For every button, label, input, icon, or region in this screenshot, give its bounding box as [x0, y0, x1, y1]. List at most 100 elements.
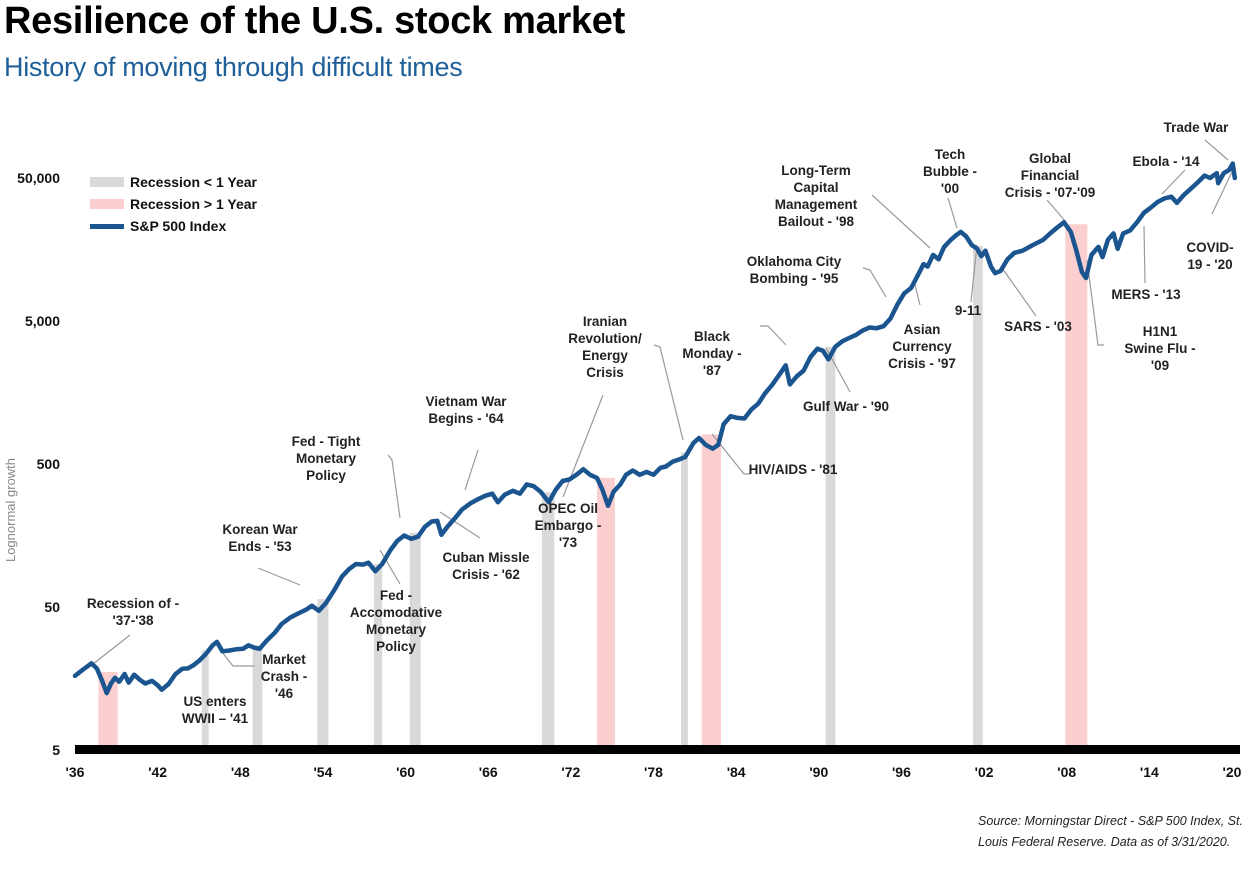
annotation-leader-line: [1211, 171, 1233, 215]
annotation-label: Ebola - '14: [1133, 154, 1200, 169]
x-tick-label: '02: [975, 764, 994, 780]
annotation-line: Embargo -: [535, 518, 602, 533]
annotation-leader-line: [1046, 199, 1067, 223]
recession-band-recession-long: [701, 434, 721, 750]
x-axis-bar: [75, 745, 1240, 754]
x-tick-labels: '36 '42 '48 '54 '60 '66 '72 '78 '84 '90 '96 '02 '08 '…: [66, 764, 1242, 780]
x-tick-label: '78: [644, 764, 663, 780]
recession-band-recession-short: [825, 346, 836, 750]
annotation-line: Swine Flu -: [1124, 341, 1195, 356]
annotation-label: Asian Currency Crisis - '97: [888, 322, 956, 371]
annotation-line: Crisis - '07-'09: [1005, 185, 1095, 200]
recession-bands: [98, 224, 1088, 751]
annotation-line: Begins - '64: [428, 411, 504, 426]
annotation-line: Bombing - '95: [750, 271, 839, 286]
y-tick-labels: 5 50 500 5,000 50,000: [17, 170, 60, 758]
legend-label: Recession > 1 Year: [130, 196, 258, 212]
x-tick-label: '72: [561, 764, 580, 780]
legend-label: Recession < 1 Year: [130, 174, 258, 190]
annotation-line: 19 - '20: [1187, 257, 1232, 272]
annotation-line: Trade War: [1164, 120, 1230, 135]
x-tick-label: '48: [231, 764, 250, 780]
recession-band-recession-short: [973, 245, 983, 751]
series-line-sp500: [72, 161, 1238, 696]
annotation-line: Management: [775, 197, 858, 212]
annotation-line: Asian: [904, 322, 941, 337]
chart-subtitle: History of moving through difficult time…: [4, 52, 463, 82]
annotation-line: Financial: [1021, 168, 1080, 183]
annotation-leader-line: [947, 197, 958, 229]
annotation-leader-line: [1161, 169, 1186, 195]
source-note: Source: Morningstar Direct - S&P 500 Ind…: [978, 814, 1243, 849]
annotation-line: Fed - Tight: [292, 434, 361, 449]
annotation-line: Monday -: [682, 346, 741, 361]
legend-swatch-recession-short: [90, 177, 124, 187]
annotation-label: Black Monday - '87: [682, 329, 741, 378]
annotation-leader-line: [862, 267, 887, 298]
recession-band-recession-short: [409, 532, 421, 750]
recession-band-recession-short: [373, 563, 383, 750]
y-tick-label: 50: [44, 599, 60, 615]
annotation-line: Monetary: [366, 622, 427, 637]
annotation-line: OPEC Oil: [538, 501, 598, 516]
annotation-line: Oklahoma City: [747, 254, 842, 269]
annotation-line: '09: [1151, 358, 1169, 373]
annotation-leader-line: [387, 454, 401, 519]
annotation-leader-line: [711, 433, 750, 475]
recession-band-recession-short: [317, 599, 329, 750]
annotation-label: HIV/AIDS - '81: [749, 462, 838, 477]
annotation-line: Korean War: [222, 522, 298, 537]
annotation-leader-line: [439, 511, 481, 539]
annotation-line: Policy: [376, 639, 416, 654]
annotation-label: Trade War: [1164, 120, 1230, 135]
annotation-leader-line: [914, 284, 921, 306]
annotation-label: Iranian Revolution/Energy Crisis: [568, 314, 642, 380]
y-tick-label: 50,000: [17, 170, 60, 186]
annotation-label: Long-Term Capital Management Bailout - '98: [775, 163, 858, 229]
legend: Recession < 1 Year Recession > 1 Year S&P …: [90, 174, 258, 234]
recession-band-recession-short: [681, 452, 688, 750]
annotation-line: '87: [703, 363, 721, 378]
annotation-line: Monetary: [296, 451, 357, 466]
x-tick-label: '42: [148, 764, 167, 780]
annotation-label: Vietnam War Begins - '64: [425, 394, 507, 426]
annotation-label: SARS - '03: [1004, 319, 1072, 334]
annotation-leader-line: [1143, 225, 1146, 284]
chart-title: Resilience of the U.S. stock market: [4, 0, 625, 42]
annotation-leader-line: [379, 549, 401, 585]
annotation-label: Recession of - '37-'38: [87, 596, 179, 628]
annotation-line: Long-Term: [781, 163, 851, 178]
recession-band-recession-short: [541, 492, 555, 750]
annotation-line: WWII – '41: [182, 711, 249, 726]
annotation-label: COVID- 19 - '20: [1186, 240, 1233, 272]
annotation-line: Cuban Missle: [442, 550, 530, 565]
annotation-line: Recession of -: [87, 596, 179, 611]
recession-band-recession-long: [98, 672, 118, 750]
annotation-line: Revolution/: [568, 331, 642, 346]
legend-swatch-line: [90, 224, 124, 229]
series-layer: [72, 161, 1238, 696]
annotation-label: Cuban Missle Crisis - '62: [442, 550, 530, 582]
annotation-line: Energy: [582, 348, 628, 363]
annotation-label: OPEC Oil Embargo - '73: [535, 501, 602, 550]
annotation-line: Vietnam War: [425, 394, 507, 409]
annotation-label: US enters WWII – '41: [182, 694, 249, 726]
annotation-line: 9-11: [955, 303, 982, 318]
y-tick-label: 5: [52, 742, 60, 758]
annotation-leader-line: [970, 244, 978, 303]
annotation-label: Oklahoma City Bombing - '95: [747, 254, 842, 286]
annotation-leader-line: [87, 634, 131, 669]
annotation-line: US enters: [183, 694, 246, 709]
annotation-line: Ends - '53: [228, 539, 292, 554]
x-tick-label: '36: [66, 764, 85, 780]
annotation-leader-line: [1001, 267, 1037, 317]
annotation-line: '37-'38: [113, 613, 154, 628]
annotation-leader-line: [1204, 139, 1229, 161]
annotation-label: Fed - Accomodative Monetary Policy: [350, 588, 443, 654]
annotation-line: '00: [941, 181, 959, 196]
annotation-line: Bailout - '98: [778, 214, 854, 229]
annotation-leaders: [87, 139, 1233, 669]
y-axis-label: Lognormal growth: [3, 458, 18, 562]
annotation-line: Crash -: [261, 669, 308, 684]
